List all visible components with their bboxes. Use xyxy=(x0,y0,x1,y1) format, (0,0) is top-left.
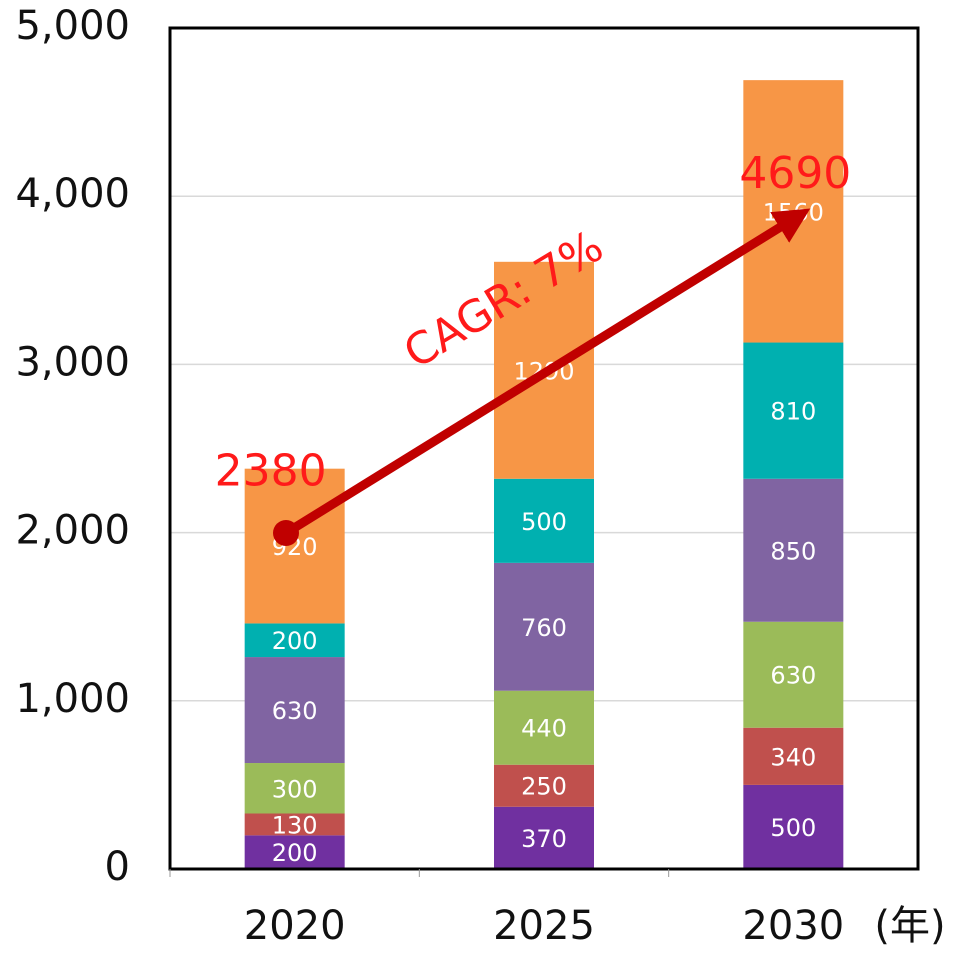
y-tick-label: 4,000 xyxy=(15,171,130,217)
bar-segment xyxy=(244,763,345,814)
data-label: 630 xyxy=(272,697,318,725)
x-unit-label: (年) xyxy=(874,903,945,949)
x-tick-label: 2020 xyxy=(244,903,346,949)
bar-segment xyxy=(743,621,844,728)
data-label: 300 xyxy=(272,775,318,803)
x-tick-label: 2030 xyxy=(742,903,844,949)
arrow-start xyxy=(273,520,299,546)
bar-segment xyxy=(244,657,345,764)
bar-segment xyxy=(743,727,844,785)
data-label: 500 xyxy=(521,508,567,536)
data-label: 130 xyxy=(272,811,318,839)
data-label: 850 xyxy=(770,537,816,565)
plot-frame xyxy=(168,26,920,871)
y-tick-label: 0 xyxy=(105,844,130,890)
bar-segment xyxy=(244,468,345,624)
data-label: 500 xyxy=(770,814,816,842)
bar-segment xyxy=(494,806,594,869)
bar-segment xyxy=(743,478,844,622)
total-annotation: 2380 xyxy=(215,446,327,497)
y-tick-label: 5,000 xyxy=(15,3,130,49)
data-label: 370 xyxy=(521,825,567,853)
data-label: 760 xyxy=(521,614,567,642)
bar-segment xyxy=(244,835,345,869)
data-label: 810 xyxy=(770,398,816,426)
y-tick-label: 3,000 xyxy=(15,339,130,385)
data-label: 200 xyxy=(272,627,318,655)
data-label: 200 xyxy=(272,839,318,867)
cagr-arrow xyxy=(283,208,811,537)
data-label: 250 xyxy=(521,773,567,801)
data-label: 440 xyxy=(521,715,567,743)
bar-segment xyxy=(494,478,594,563)
bar-segment xyxy=(244,623,345,658)
bar-segment xyxy=(743,342,844,479)
x-tick-label: 2025 xyxy=(493,903,595,949)
total-annotation: 4690 xyxy=(739,148,851,199)
y-tick-label: 2,000 xyxy=(15,508,130,554)
bar-segment xyxy=(494,562,594,691)
bar-segment xyxy=(244,813,345,836)
y-tick-label: 1,000 xyxy=(15,676,130,722)
bar-segment xyxy=(494,764,594,807)
bar-segment xyxy=(743,784,844,869)
bar-segment xyxy=(494,690,594,765)
data-label: 340 xyxy=(770,743,816,771)
data-label: 630 xyxy=(770,662,816,690)
